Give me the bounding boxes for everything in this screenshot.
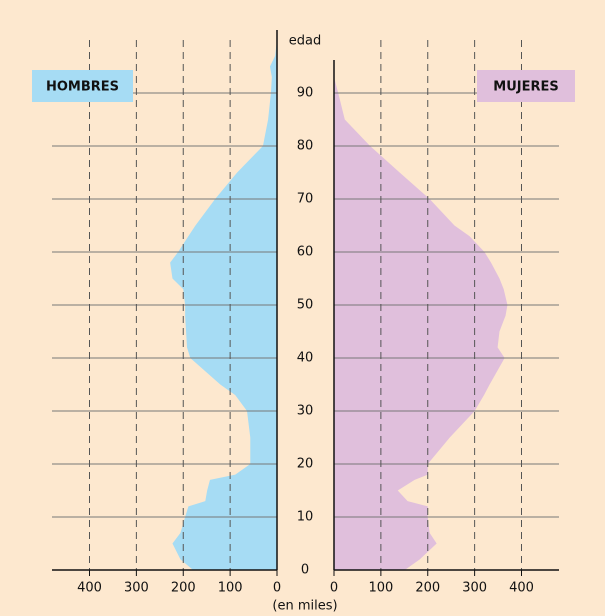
x-tick-label: 200: [415, 581, 440, 596]
y-tick-label: 0: [301, 563, 309, 578]
legend-box: [32, 70, 133, 102]
y-tick-label: 10: [297, 510, 314, 525]
x-tick-label: 100: [368, 581, 393, 596]
y-tick-label: 40: [297, 351, 314, 366]
y-tick-label: 20: [297, 457, 314, 472]
y-tick-label: 70: [297, 192, 314, 207]
x-tick-label: 300: [124, 581, 149, 596]
legend-box: [477, 70, 575, 102]
x-tick-label: 100: [218, 581, 243, 596]
x-axis-label: (en miles): [272, 599, 337, 614]
legend-text: HOMBRES: [46, 80, 119, 95]
x-tick-label: 400: [77, 581, 102, 596]
x-tick-label: 0: [273, 581, 281, 596]
legend-text: MUJERES: [493, 80, 558, 95]
x-tick-label: 200: [171, 581, 196, 596]
x-tick-label: 400: [509, 581, 534, 596]
x-tick-label: 300: [462, 581, 487, 596]
y-tick-label: 90: [297, 86, 314, 101]
y-tick-label: 80: [297, 139, 314, 154]
x-tick-label: 0: [330, 581, 338, 596]
y-tick-label: 60: [297, 245, 314, 260]
y-tick-label: 50: [297, 298, 314, 313]
y-tick-label: 30: [297, 404, 314, 419]
y-axis-label: edad: [289, 34, 321, 49]
